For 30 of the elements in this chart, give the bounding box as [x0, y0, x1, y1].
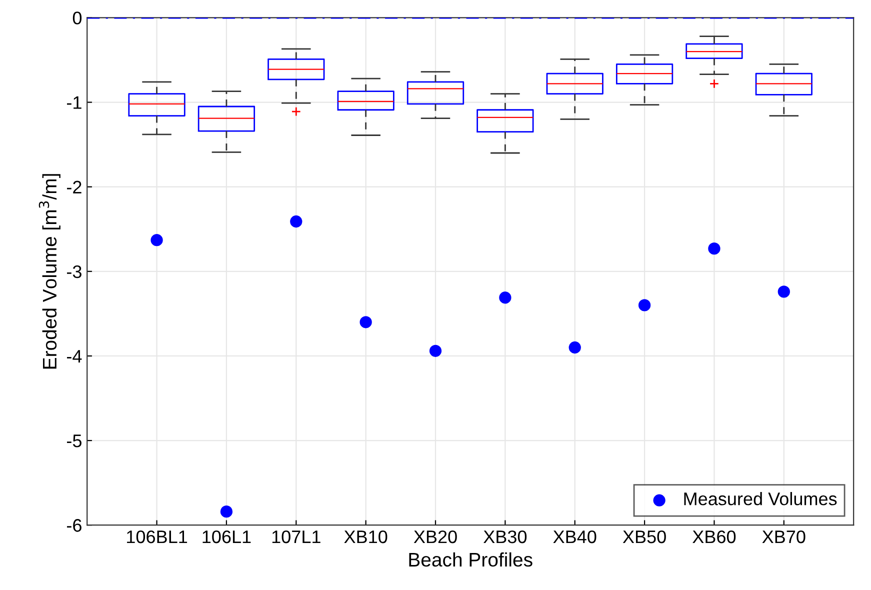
x-tick-label: XB70	[762, 530, 806, 544]
point	[499, 292, 512, 304]
x-tick-label: XB30	[484, 530, 527, 544]
point	[778, 286, 790, 298]
point	[708, 242, 720, 255]
x-axis-title: Beach Profiles	[409, 552, 532, 567]
y-tick-label: -2	[66, 180, 82, 194]
y-tick-label: -4	[66, 350, 82, 363]
x-tick-label: 107L1	[272, 530, 320, 544]
x-tick-label: XB20	[414, 530, 457, 544]
x-tick-label: XB40	[553, 530, 596, 544]
point	[290, 215, 302, 228]
legend-label: Measured Volumes	[684, 492, 837, 506]
y-tick-label: -6	[66, 519, 82, 532]
point	[220, 505, 233, 518]
y-tick-label: -5	[66, 434, 82, 448]
x-tick-label: 106L1	[202, 530, 251, 544]
y-tick-label: 0	[72, 12, 82, 24]
y-tick-label: -3	[66, 265, 82, 278]
y-axis-title: Eroded Volume [m$^{3}$/m]	[38, 174, 60, 369]
point	[568, 341, 581, 354]
point	[150, 234, 163, 246]
point	[360, 316, 372, 328]
x-tick-label: XB60	[692, 530, 736, 544]
point	[638, 299, 651, 312]
point	[429, 344, 442, 357]
x-tick-label: 106BL1	[127, 530, 188, 544]
x-tick-label: XB10	[344, 530, 388, 544]
x-tick-label: XB50	[622, 530, 666, 544]
y-tick-label: -1	[66, 96, 82, 109]
